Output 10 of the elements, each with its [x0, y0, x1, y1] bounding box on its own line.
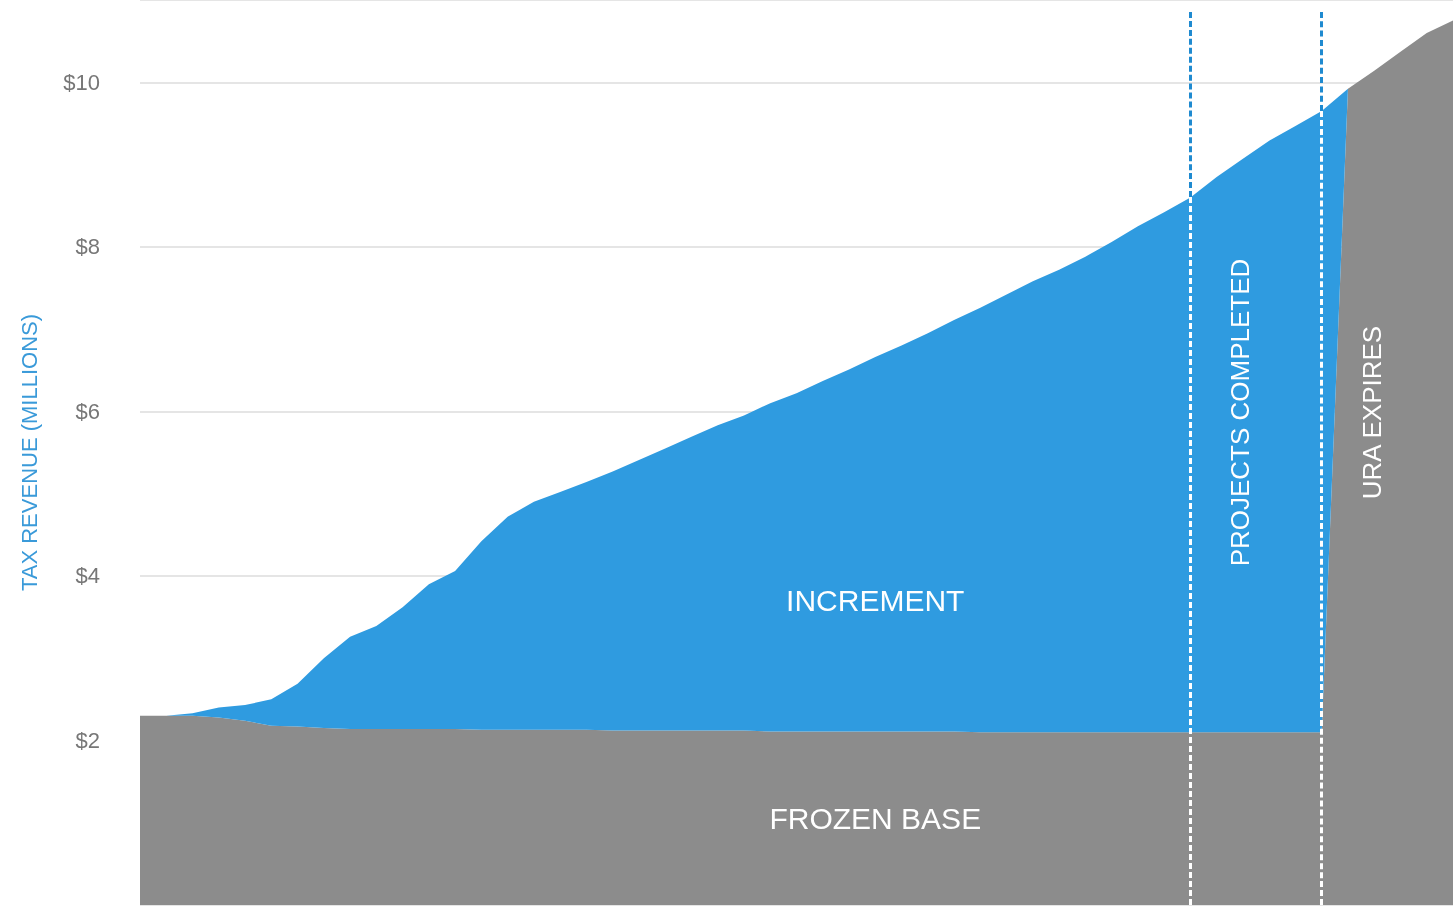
series-label: FROZEN BASE [769, 801, 982, 835]
y-tick-label: $6 [75, 398, 100, 424]
annotation: URA EXPIRES [1356, 325, 1387, 500]
y-tick-label: $2 [75, 727, 100, 753]
y-tick-label: $8 [75, 234, 100, 260]
annotation: PROJECTS COMPLETED [1225, 258, 1256, 567]
y-axis-title: TAX REVENUE (MILLIONS) [16, 313, 42, 592]
y-tick-label: $4 [75, 563, 100, 589]
series-label: INCREMENT [786, 583, 965, 617]
y-tick-label: $10 [63, 69, 100, 95]
